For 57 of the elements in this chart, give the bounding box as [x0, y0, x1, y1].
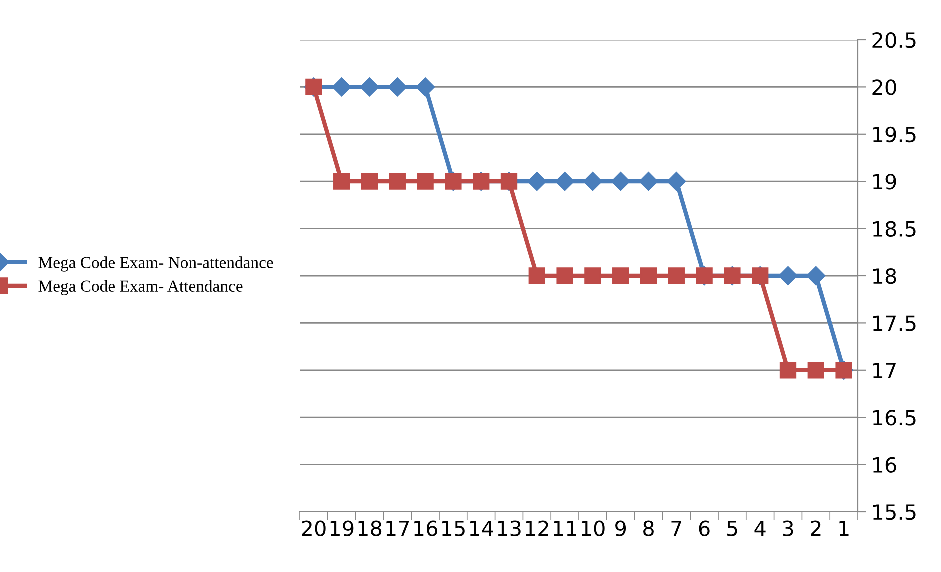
y-tick-label: 20.5: [872, 32, 916, 48]
x-tick-label: 7: [672, 520, 682, 536]
point: [334, 173, 350, 190]
point: [416, 78, 436, 97]
x-tick-label: 8: [644, 520, 654, 536]
x-tick-label: 19: [330, 520, 354, 536]
x-tick-label: 15: [442, 520, 465, 536]
x-tick-label: 3: [783, 520, 794, 536]
point: [612, 268, 630, 284]
point: [332, 78, 352, 97]
y-tick-label: 17.5: [873, 316, 916, 332]
point: [584, 268, 602, 284]
y-tick-label: 19.5: [873, 126, 916, 143]
x-tick-label: 16: [414, 520, 438, 536]
point: [668, 268, 685, 284]
x-tick-label: 11: [554, 520, 576, 536]
y-tick-label: 18.5: [873, 221, 916, 238]
y-tick-label: 19: [873, 174, 896, 190]
y-tick-label: 16: [873, 457, 896, 474]
x-tick-label: 2: [811, 520, 821, 536]
point: [806, 266, 826, 286]
y-tick-label: 20: [872, 80, 896, 96]
x-tick-label: 17: [386, 520, 410, 536]
y-tick-label: 16.5: [873, 410, 916, 426]
x-tick-label: 1: [840, 520, 849, 536]
y-tick-label: 15.5: [873, 504, 916, 520]
legend-label: Mega Code Exam- Non-attendance: [38, 256, 274, 272]
point: [528, 268, 546, 284]
x-tick-label: 9: [616, 520, 626, 536]
x-tick-label: 13: [498, 520, 521, 536]
point: [361, 173, 378, 190]
point: [778, 266, 798, 286]
point: [389, 173, 406, 190]
x-tick-label: 5: [727, 520, 738, 536]
point: [640, 268, 658, 284]
point: [388, 78, 408, 97]
point: [528, 172, 547, 192]
point: [360, 78, 380, 97]
point: [780, 362, 797, 379]
x-tick-label: 6: [699, 520, 710, 536]
y-tick-label: 17: [873, 363, 896, 378]
point: [611, 172, 630, 192]
point: [556, 268, 574, 284]
legend-label: Mega Code Exam- Attendance: [38, 280, 243, 296]
point: [639, 172, 658, 192]
x-tick-label: 14: [470, 520, 494, 536]
y-tick-label: 18: [873, 268, 896, 284]
x-tick-label: 4: [754, 520, 766, 536]
point: [417, 173, 434, 190]
x-tick-label: 20: [302, 520, 326, 536]
x-tick-label: 12: [526, 520, 548, 536]
point: [808, 362, 824, 379]
point: [667, 172, 686, 192]
point: [583, 172, 602, 192]
x-tick-label: 18: [358, 520, 382, 536]
x-tick-label: 10: [582, 520, 605, 536]
point: [556, 172, 575, 192]
